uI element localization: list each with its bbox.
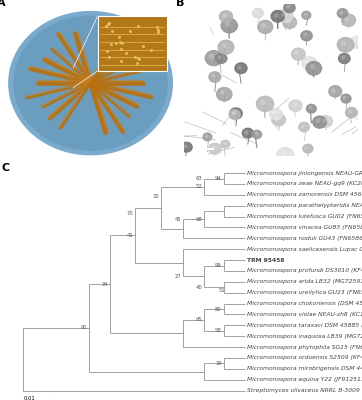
Text: Micromonospora chokoriensis (DSM 45160): Micromonospora chokoriensis (DSM 45160): [247, 301, 362, 306]
Text: 58: 58: [215, 328, 222, 333]
Polygon shape: [9, 12, 172, 155]
Text: 80: 80: [215, 306, 222, 312]
Circle shape: [301, 31, 312, 41]
Text: Streptomyces olivaceus NRRL B-3009 (JOFH01000101): Streptomyces olivaceus NRRL B-3009 (JOFH…: [247, 388, 362, 393]
Circle shape: [319, 116, 332, 127]
Circle shape: [303, 144, 313, 153]
Circle shape: [221, 140, 230, 148]
Text: 0.01: 0.01: [23, 396, 35, 400]
Text: 51: 51: [219, 288, 225, 293]
Circle shape: [242, 128, 253, 138]
Text: Micromonospora parathelypteridis NEAU-JXY5 (KU997023): Micromonospora parathelypteridis NEAU-JX…: [247, 203, 362, 208]
Bar: [97, 16, 167, 71]
Text: Micromonospora jinlongensis NEAU-GRX11 (KC134254): Micromonospora jinlongensis NEAU-GRX11 (…: [247, 170, 362, 176]
Text: Micromonospora inaquosa LB39 (MG725913): Micromonospora inaquosa LB39 (MG725913): [247, 334, 362, 339]
Text: 91: 91: [80, 326, 87, 330]
Text: A: A: [0, 0, 5, 8]
Circle shape: [284, 3, 295, 13]
Text: 94: 94: [215, 176, 222, 181]
Text: 68: 68: [195, 217, 202, 222]
Text: 1 μm: 1 μm: [199, 143, 208, 147]
Circle shape: [252, 8, 263, 18]
Circle shape: [258, 20, 273, 34]
Text: Micromonospora orduensis S2509 (KF494805): Micromonospora orduensis S2509 (KF494805…: [247, 356, 362, 360]
Text: Micromonospora zamorensis DSM 45600 (LT607755): Micromonospora zamorensis DSM 45600 (LT6…: [247, 192, 362, 197]
Text: B: B: [176, 0, 184, 8]
Text: 70: 70: [126, 211, 133, 216]
Circle shape: [181, 142, 192, 152]
Circle shape: [221, 18, 237, 33]
Circle shape: [337, 9, 348, 18]
Circle shape: [283, 16, 296, 28]
Circle shape: [209, 72, 221, 82]
Circle shape: [209, 143, 221, 154]
Text: Micromonospora equina Y22 (JF912511): Micromonospora equina Y22 (JF912511): [247, 377, 362, 382]
Circle shape: [329, 86, 342, 97]
Circle shape: [230, 108, 242, 119]
Circle shape: [342, 14, 355, 26]
Polygon shape: [14, 16, 167, 150]
Circle shape: [256, 96, 274, 112]
Circle shape: [291, 48, 305, 60]
Circle shape: [346, 108, 357, 118]
Bar: [193, 148, 214, 150]
Text: Micromonospora violae NEAU-zh8 (KC181209): Micromonospora violae NEAU-zh8 (KC181209…: [247, 312, 362, 317]
Text: 99: 99: [215, 263, 222, 268]
Text: Micromonospora noduli GU43 (FN658649): Micromonospora noduli GU43 (FN658649): [247, 236, 362, 241]
Circle shape: [337, 38, 354, 52]
Circle shape: [205, 51, 223, 66]
Circle shape: [216, 88, 232, 101]
Text: Micromonospora zeae NEAU-gq9 (KC287242): Micromonospora zeae NEAU-gq9 (KC287242): [247, 182, 362, 186]
Text: TRM 95458: TRM 95458: [247, 258, 284, 262]
Text: C: C: [2, 163, 10, 173]
Text: 45: 45: [174, 217, 181, 222]
Circle shape: [203, 133, 212, 141]
Circle shape: [350, 36, 362, 48]
Text: Micromonospora taraxaci DSM 45885 (VW201000001): Micromonospora taraxaci DSM 45885 (VW201…: [247, 323, 362, 328]
Text: 27: 27: [174, 274, 181, 279]
Circle shape: [271, 10, 285, 22]
Text: 52: 52: [195, 184, 202, 189]
Circle shape: [306, 104, 316, 113]
Circle shape: [302, 57, 317, 70]
Text: Micromonospora ureilytica GU23 (FN658641): Micromonospora ureilytica GU23 (FN658641…: [247, 290, 362, 295]
Text: Micromonospora arida LB32 (MG725912): Micromonospora arida LB32 (MG725912): [247, 279, 362, 284]
Circle shape: [299, 122, 310, 132]
Text: Micromonospora phytophila SG15 (FN658661): Micromonospora phytophila SG15 (FN658661…: [247, 344, 362, 350]
Text: Micromonospora lutefusca GU02 (FN658633): Micromonospora lutefusca GU02 (FN658633): [247, 214, 362, 219]
Text: Micromonospora profundi DS3010 (KF494813): Micromonospora profundi DS3010 (KF494813…: [247, 268, 362, 274]
Circle shape: [270, 108, 282, 120]
Circle shape: [278, 9, 293, 22]
Circle shape: [229, 110, 240, 119]
Circle shape: [341, 94, 351, 103]
Text: Micromonospora vinacea GU83 (FN658651): Micromonospora vinacea GU83 (FN658651): [247, 225, 362, 230]
Circle shape: [235, 63, 247, 74]
Text: Micromonospora saelicesensis Lupac 09 (AJ783993): Micromonospora saelicesensis Lupac 09 (A…: [247, 247, 362, 252]
Circle shape: [272, 114, 286, 126]
Circle shape: [277, 148, 294, 162]
Text: 30: 30: [153, 194, 160, 199]
Circle shape: [313, 116, 327, 128]
Text: 63: 63: [195, 176, 202, 181]
Circle shape: [219, 11, 233, 22]
Circle shape: [302, 11, 311, 19]
Text: 40: 40: [195, 285, 202, 290]
Circle shape: [215, 54, 227, 63]
Text: 34: 34: [102, 282, 108, 287]
Circle shape: [289, 100, 302, 112]
Text: 39: 39: [215, 361, 222, 366]
Circle shape: [252, 130, 262, 138]
Text: 95: 95: [195, 317, 202, 322]
Circle shape: [218, 40, 234, 54]
Text: Micromonospora mirobrigensis DSM 44830 (ggi.1058874): Micromonospora mirobrigensis DSM 44830 (…: [247, 366, 362, 371]
Text: 41: 41: [126, 233, 133, 238]
Circle shape: [306, 62, 321, 75]
Circle shape: [338, 54, 350, 64]
